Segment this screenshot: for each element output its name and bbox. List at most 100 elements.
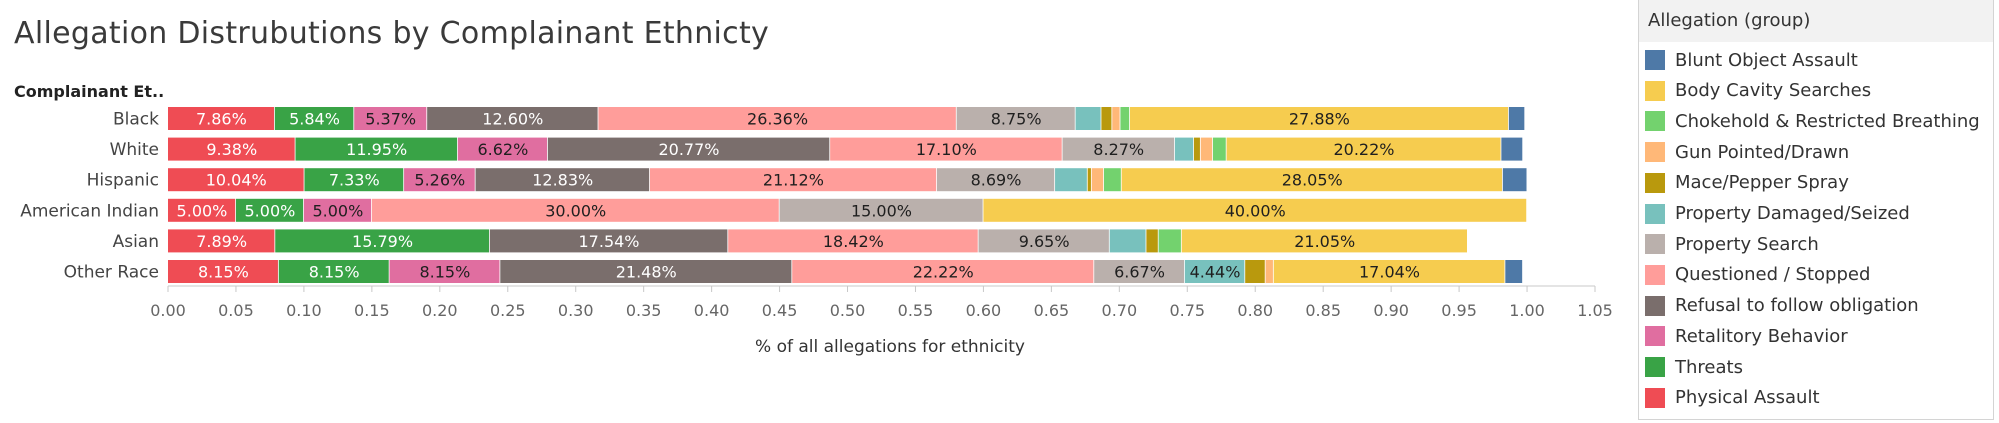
bar-segment	[779, 198, 983, 222]
data-label: 5.00%	[312, 201, 363, 220]
bar-segment	[275, 229, 490, 253]
bar-segment	[168, 168, 304, 192]
bar-segment	[1200, 137, 1213, 161]
data-label: 7.86%	[196, 110, 247, 129]
data-label: 8.69%	[971, 171, 1022, 190]
bar-segment	[1245, 260, 1265, 283]
x-tick-label: 0.75	[1169, 301, 1205, 320]
x-tick-label: 0.55	[898, 301, 934, 320]
bar-segment	[404, 168, 475, 192]
bar-segment	[168, 229, 275, 253]
bar-segment	[1075, 107, 1101, 130]
bar-segment	[371, 198, 779, 222]
legend-item[interactable]: Chokehold & Restricted Breathing	[1645, 106, 1980, 136]
bar-segment	[1121, 168, 1503, 192]
legend-label: Property Damaged/Seized	[1675, 203, 1910, 224]
data-label: 17.04%	[1359, 263, 1420, 282]
legend-item[interactable]: Refusal to follow obligation	[1645, 291, 1919, 321]
data-label: 30.00%	[545, 201, 606, 220]
x-tick-label: 0.85	[1305, 301, 1341, 320]
legend-swatch	[1645, 387, 1665, 408]
category-label: White	[110, 140, 159, 160]
x-tick-label: 0.40	[694, 301, 730, 320]
bar-segment	[1109, 229, 1146, 253]
bar-segment	[1094, 260, 1185, 283]
data-label: 17.54%	[579, 232, 640, 251]
legend-item[interactable]: Retalitory Behavior	[1645, 321, 1848, 351]
data-label: 27.88%	[1289, 110, 1350, 129]
bar-segment	[1055, 168, 1087, 192]
legend-swatch	[1645, 111, 1665, 132]
bar-segment	[168, 260, 278, 283]
x-tick-label: 0.30	[558, 301, 594, 320]
legend-item[interactable]: Gun Pointed/Drawn	[1645, 137, 1849, 167]
x-tick-label: 0.15	[354, 301, 390, 320]
legend-item[interactable]: Mace/Pepper Spray	[1645, 168, 1849, 198]
category-label: Hispanic	[87, 171, 159, 191]
bar-segment	[1181, 229, 1467, 253]
x-tick-label: 0.45	[762, 301, 798, 320]
x-tick-label: 0.20	[422, 301, 458, 320]
legend-item[interactable]: Questioned / Stopped	[1645, 260, 1870, 290]
legend-swatch	[1645, 203, 1665, 224]
bar-segment	[168, 137, 295, 161]
data-label: 18.42%	[823, 232, 884, 251]
data-label: 10.04%	[206, 171, 267, 190]
legend-item[interactable]: Property Damaged/Seized	[1645, 199, 1910, 229]
data-label: 15.79%	[352, 232, 413, 251]
x-tick-label: 0.60	[966, 301, 1002, 320]
bar-segment	[1226, 137, 1501, 161]
x-tick-label: 1.00	[1509, 301, 1545, 320]
legend-item[interactable]: Physical Assault	[1645, 383, 1820, 413]
data-label: 21.05%	[1294, 232, 1355, 251]
bar-segment	[1265, 260, 1273, 283]
data-label: 28.05%	[1282, 171, 1343, 190]
bar-segment	[500, 260, 792, 283]
legend-swatch	[1645, 295, 1665, 316]
bar-segment	[983, 198, 1527, 222]
x-tick-label: 0.10	[286, 301, 322, 320]
data-label: 17.10%	[916, 140, 977, 159]
bar-segment	[547, 137, 830, 161]
legend-swatch	[1645, 172, 1665, 193]
bar-segment	[354, 107, 427, 130]
data-label: 5.37%	[365, 110, 416, 129]
x-tick-label: 1.05	[1577, 301, 1613, 320]
legend-label: Mace/Pepper Spray	[1675, 172, 1849, 194]
legend-panel: Allegation (group) Blunt Object Assault B…	[1638, 0, 1994, 420]
data-label: 8.27%	[1093, 140, 1144, 159]
data-label: 5.84%	[289, 110, 340, 129]
data-label: 7.33%	[329, 171, 380, 190]
bar-segment	[1091, 168, 1104, 192]
bar-segment	[295, 137, 458, 161]
bar-segment	[1273, 260, 1505, 283]
data-label: 5.00%	[245, 201, 296, 220]
bar-segment	[427, 107, 598, 130]
data-label: 8.15%	[309, 263, 360, 282]
legend-item[interactable]: Threats	[1645, 352, 1743, 382]
x-tick-label: 0.90	[1373, 301, 1409, 320]
bar-segment	[1505, 260, 1523, 283]
bar-segment	[1501, 137, 1523, 161]
data-label: 12.83%	[532, 171, 593, 190]
bar-segment	[956, 107, 1075, 130]
legend-title: Allegation (group)	[1639, 0, 1993, 42]
category-label: American Indian	[20, 201, 159, 221]
legend-swatch	[1645, 50, 1665, 70]
stacked-bar-chart: Complainant Et.. Black 7.86% 5.84% 5.37% 12.…	[14, 82, 1613, 357]
bar-segment	[475, 168, 650, 192]
data-label: 11.95%	[346, 140, 407, 159]
data-label: 4.44%	[1190, 263, 1241, 282]
legend-item[interactable]: Property Search	[1645, 229, 1819, 259]
bar-segment	[489, 229, 728, 253]
bar-segment	[303, 198, 372, 222]
legend-item[interactable]: Body Cavity Searches	[1645, 76, 1871, 106]
legend-item[interactable]: Blunt Object Assault	[1645, 45, 1858, 75]
bar-segment	[936, 168, 1055, 192]
data-label: 5.26%	[414, 171, 465, 190]
data-label: 6.62%	[477, 140, 528, 159]
x-tick-label: 0.50	[830, 301, 866, 320]
legend-label: Retalitory Behavior	[1675, 325, 1848, 347]
bar-segment	[389, 260, 500, 283]
legend-label: Body Cavity Searches	[1675, 80, 1872, 102]
